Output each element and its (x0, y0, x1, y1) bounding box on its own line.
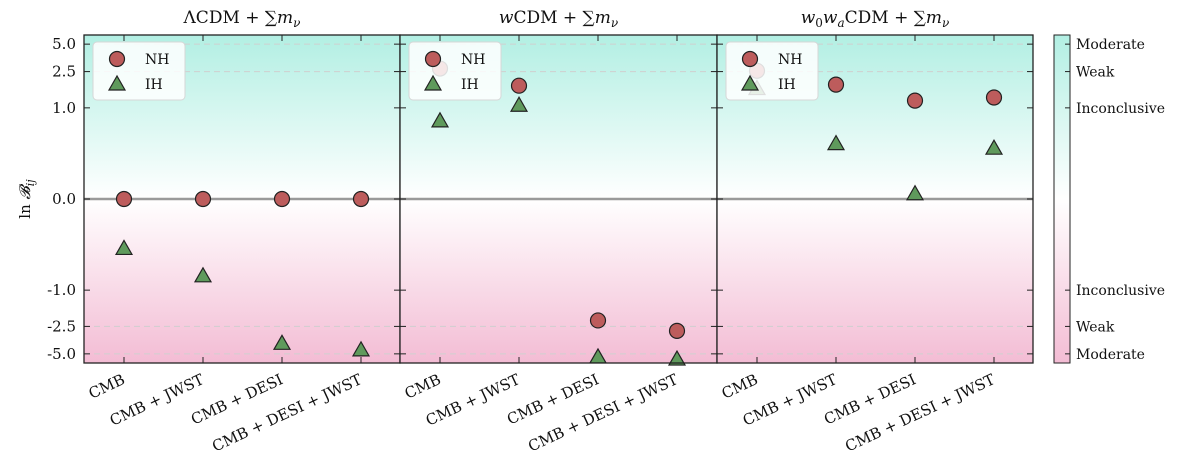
ih-point (430, 111, 450, 128)
ih-point (984, 138, 1004, 155)
negative-region (400, 199, 717, 363)
ih-point (114, 239, 134, 256)
legend: NH IH (408, 41, 502, 101)
ih-point (905, 184, 925, 201)
panel-title: w0waCDM + ∑mν (801, 8, 950, 30)
y-label-part: 𝓑 (16, 183, 34, 199)
y-tick-label: 1.0 (52, 99, 76, 117)
ih-point (351, 340, 371, 357)
negative-region (717, 199, 1033, 363)
legend-nh-marker (424, 50, 442, 68)
x-tick-label: CMB (86, 370, 128, 402)
y-axis-label: ln 𝓑ij (16, 179, 37, 219)
legend-label: IH (145, 77, 163, 93)
x-tick-label: CMB + DESI + JWST (842, 370, 997, 455)
title-part: ν (611, 16, 618, 30)
nh-point (985, 89, 1003, 106)
title-part: CDM + (845, 8, 914, 28)
title-part: ν (293, 16, 300, 30)
panel-title: ΛCDM + ∑mν (183, 8, 301, 30)
title-part: ν (942, 16, 949, 30)
y-tick-label: 2.5 (52, 63, 76, 81)
colorbar-frame (1053, 34, 1071, 364)
legend-ih-marker (107, 74, 127, 91)
colorbar-label: Inconclusive (1076, 101, 1165, 117)
legend-label: IH (778, 77, 796, 93)
nh-point (589, 312, 607, 329)
panel-frame (716, 34, 1034, 364)
legend-box (725, 41, 819, 101)
y-tick-label: -2.5 (47, 317, 76, 335)
legend-ih-marker (423, 74, 443, 91)
colorbar: Moderate Weak Inconclusive Inconclusive Weak… (1053, 34, 1165, 364)
nh-point (827, 76, 845, 93)
ih-point (193, 266, 213, 283)
colorbar-negative (1054, 199, 1070, 363)
nh-point (668, 322, 686, 340)
legend-box (92, 41, 186, 101)
y-tick-label: 0.0 (52, 190, 76, 208)
colorbar-label: Moderate (1076, 37, 1145, 53)
x-tick-label: CMB (719, 370, 761, 402)
title-part: m (926, 8, 942, 28)
nh-point (273, 190, 291, 208)
title-part: ∑ (914, 8, 926, 28)
title-part: 0 (815, 16, 823, 30)
y-label-part: ln (16, 199, 34, 218)
title-part: w (823, 8, 838, 28)
legend-label: NH (778, 52, 802, 68)
ih-point (826, 134, 846, 151)
x-tick-label: CMB + DESI + JWST (525, 370, 680, 455)
title-part: ΛCDM + (183, 8, 265, 28)
title-part: m (277, 8, 293, 28)
nh-point (115, 190, 133, 208)
nh-point (352, 190, 370, 208)
title-part: ∑ (583, 8, 595, 28)
legend-label: IH (461, 77, 479, 93)
legend-box (408, 41, 502, 101)
y-tick-label: 5.0 (52, 35, 76, 53)
nh-point (906, 92, 924, 109)
x-tick-label: CMB + DESI + JWST (209, 370, 364, 455)
title-part: ∑ (265, 8, 277, 28)
x-tick-label: CMB (402, 370, 444, 402)
y-tick-label: -1.0 (47, 281, 76, 299)
legend-ih-marker (740, 74, 760, 91)
title-part: CDM + (513, 8, 582, 28)
ih-point (272, 334, 292, 350)
colorbar-positive (1054, 35, 1070, 199)
y-label-part: ij (24, 179, 37, 187)
panel-title: wCDM + ∑mν (499, 8, 618, 30)
legend-nh-marker (108, 50, 126, 68)
title-part: w (499, 8, 514, 28)
colorbar-label: Weak (1076, 65, 1115, 81)
ih-point (509, 96, 529, 112)
y-tick-label: -5.0 (47, 345, 76, 363)
colorbar-label: Weak (1076, 319, 1115, 335)
legend-label: NH (145, 52, 169, 68)
legend: NH IH (725, 41, 819, 101)
nh-point (194, 190, 212, 208)
title-part: a (837, 16, 844, 30)
ih-point (667, 349, 687, 366)
negative-region (84, 199, 400, 363)
legend-label: NH (461, 52, 485, 68)
legend: NH IH (92, 41, 186, 101)
title-part: w (801, 8, 816, 28)
title-part: m (595, 8, 611, 28)
colorbar-label: Inconclusive (1076, 283, 1165, 299)
legend-nh-marker (741, 50, 759, 68)
colorbar-label: Moderate (1076, 347, 1145, 363)
nh-point (510, 77, 528, 94)
